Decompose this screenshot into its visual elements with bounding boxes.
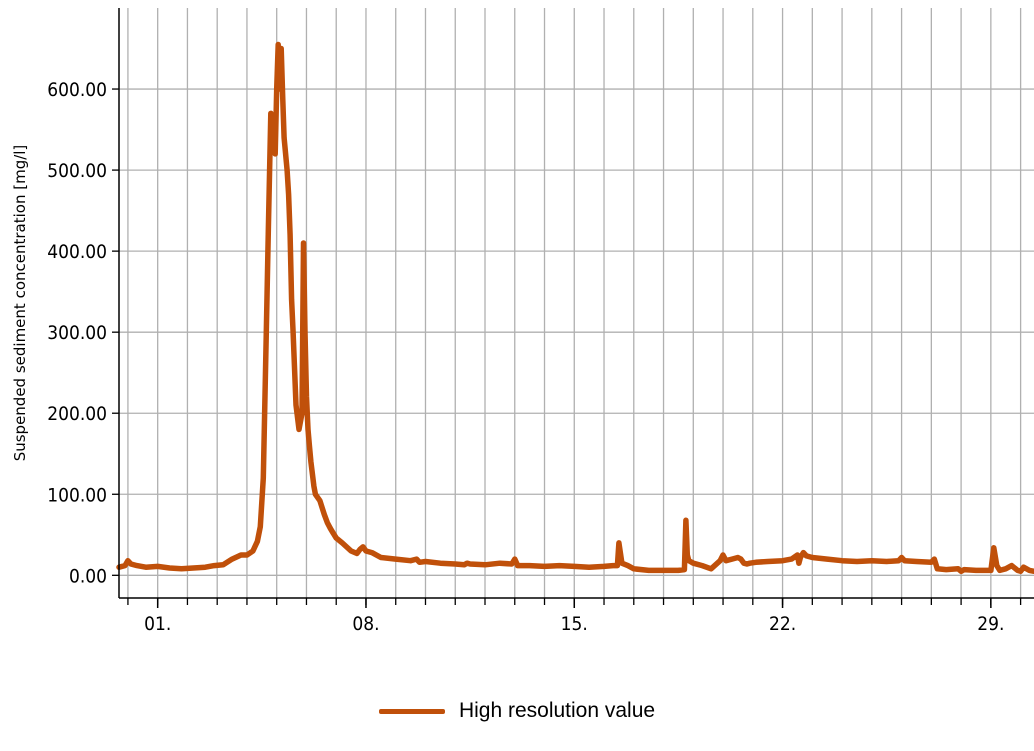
- y-tick-label: 200.00: [47, 403, 107, 425]
- grid-layer: [119, 8, 1034, 598]
- line-chart: 0.00 100.00 200.00 300.00 400.00 500.00 600.00…: [11, 8, 1034, 635]
- legend: High resolution value: [0, 694, 1034, 728]
- ticks-layer: 0.00 100.00 200.00 300.00 400.00 500.00 600.00…: [47, 79, 1022, 635]
- y-tick-label: 500.00: [47, 160, 107, 182]
- x-tick-label: 29.: [977, 613, 1004, 635]
- x-tick-label: 22.: [769, 613, 796, 635]
- legend-label: High resolution value: [458, 699, 656, 722]
- series-layer: [116, 41, 1034, 575]
- y-tick-label: 100.00: [47, 484, 107, 506]
- y-tick-label: 300.00: [47, 322, 107, 344]
- x-tick-label: 01.: [144, 613, 171, 635]
- y-axis-title: Suspended sediment concentration [mg/l]: [11, 145, 29, 462]
- axes-layer: [118, 8, 1034, 599]
- y-tick-label: 400.00: [47, 241, 107, 263]
- series-line-high-resolution-value: [116, 41, 1034, 575]
- y-tick-label: 0.00: [69, 565, 107, 587]
- y-tick-label: 600.00: [47, 79, 107, 101]
- legend-swatch-line: [378, 708, 445, 714]
- x-tick-label: 08.: [352, 613, 379, 635]
- x-tick-label: 15.: [561, 613, 588, 635]
